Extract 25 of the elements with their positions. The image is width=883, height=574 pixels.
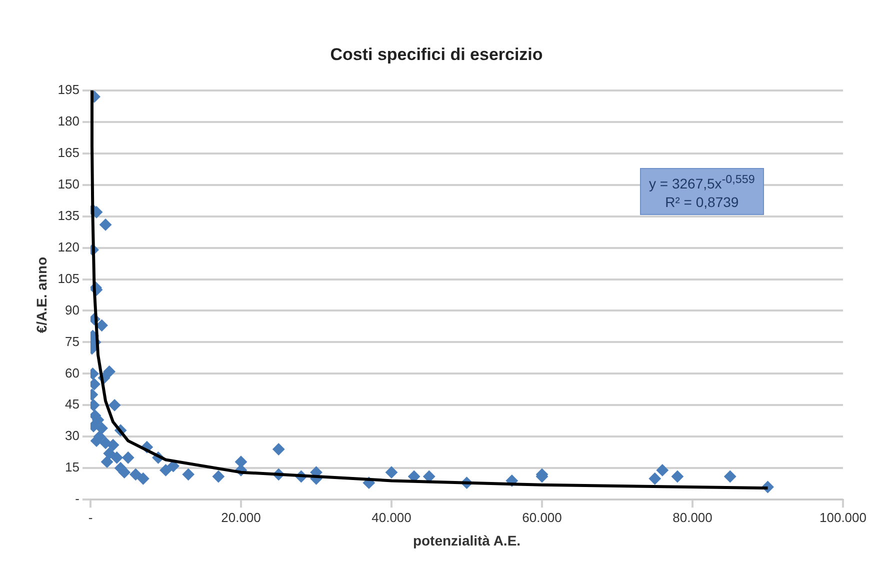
y-tick-label: 60	[65, 365, 80, 380]
y-tick-label: 165	[58, 144, 80, 160]
x-tick-label: 20.000	[221, 510, 261, 525]
y-tick-label: 75	[65, 334, 80, 349]
annotation: R² = 0,8739	[665, 194, 739, 210]
x-tick-label: -	[88, 510, 93, 525]
y-tick-label: 195	[58, 82, 80, 97]
x-tick-label: 60.000	[522, 510, 562, 525]
annotation: y = 3267,5x$^{-0,559}$	[649, 173, 755, 192]
x-axis-title: potenzialità A.E.	[412, 532, 521, 548]
y-tick-label: 150	[58, 176, 80, 192]
chart-title: Costi specifici di esercizio	[330, 44, 543, 64]
y-tick-label: 180	[58, 113, 80, 128]
y-tick-label: 120	[58, 239, 80, 254]
y-tick-label: 30	[65, 428, 80, 444]
y-axis-title: €/A.E. anno	[33, 256, 50, 334]
y-tick-label: 15	[65, 460, 80, 475]
y-tick-label: 105	[58, 270, 80, 286]
x-tick-label: 40.000	[372, 510, 412, 525]
y-tick-label: 90	[65, 302, 80, 318]
x-tick-label: 100.000	[820, 510, 866, 525]
y-tick-label: -	[75, 491, 80, 506]
x-tick-label: 80.000	[672, 510, 712, 525]
y-tick-label: 135	[58, 208, 80, 223]
y-tick-label: 45	[65, 396, 80, 412]
